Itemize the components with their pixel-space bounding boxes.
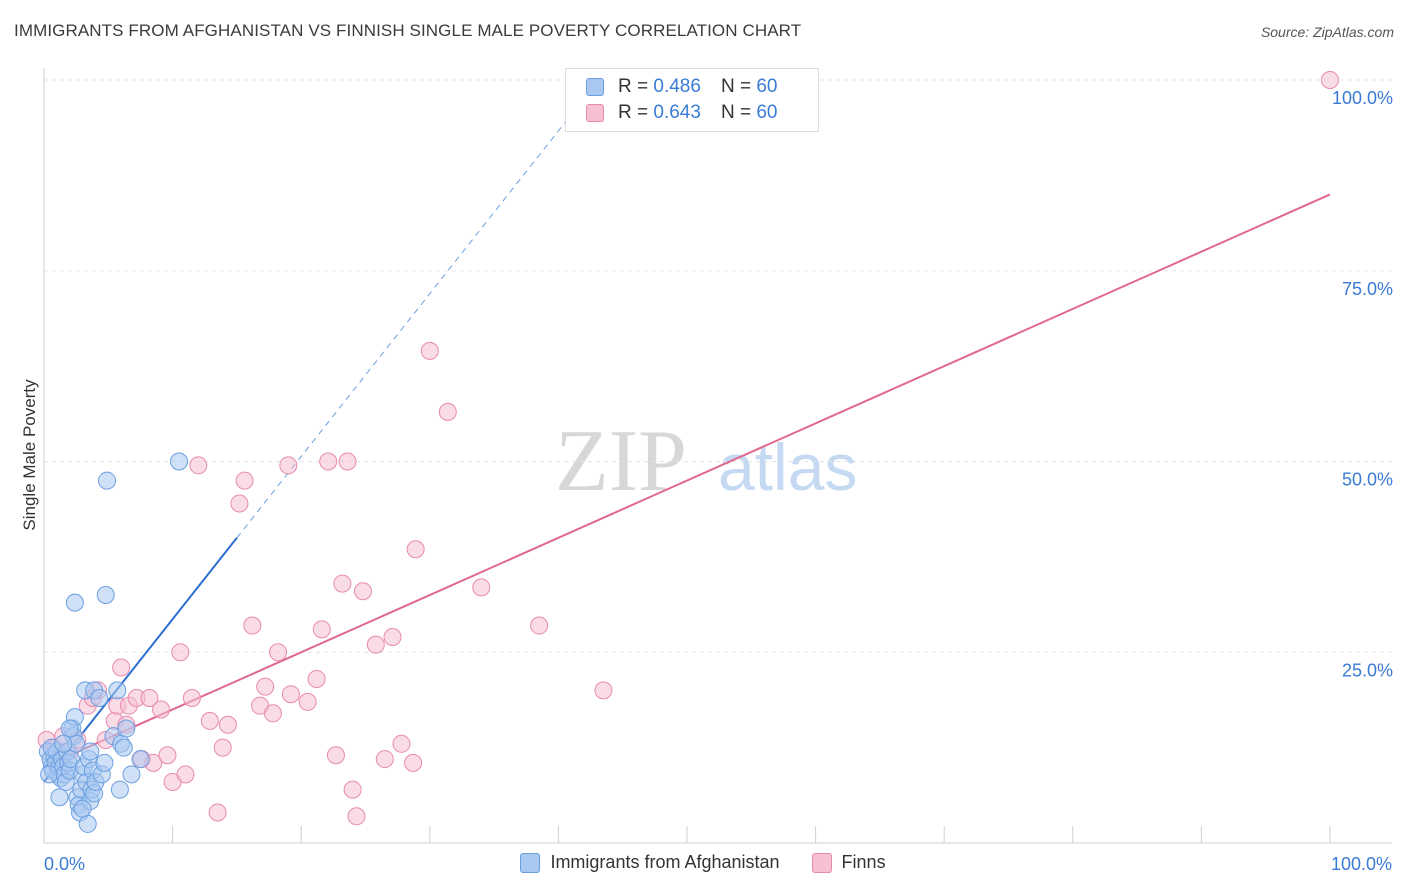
point-finns [235,471,254,490]
point-finns [208,803,227,822]
point-finns [263,704,282,723]
y-tick-label: 75.0% [1342,279,1393,299]
point-afghanistan [95,753,114,772]
point-finns [158,746,177,765]
legend-item-finns: Finns [811,852,886,873]
legend-r-value: 0.643 [653,102,701,123]
trendline-finns [43,193,1331,768]
legend-r-label: R = [618,76,649,97]
point-finns [171,643,190,662]
legend-label-finns: Finns [841,852,886,872]
point-afghanistan [65,593,84,612]
point-finns [312,620,331,639]
point-finns [189,456,208,475]
point-finns [326,746,345,765]
axis-labels: 25.0% 50.0% 75.0% 100.0% 0.0% 100.0% Single Ma… [20,88,1393,874]
legend-r-value: 0.486 [653,76,701,97]
point-afghanistan [170,452,189,471]
point-finns [338,452,357,471]
point-finns [347,807,366,826]
point-finns [243,616,262,635]
legend-n-value: 60 [756,76,778,97]
legend-n-label: N = [720,76,752,97]
point-finns [1321,71,1339,89]
point-finns [218,715,237,734]
point-finns [298,692,317,711]
axes [43,68,1392,844]
point-finns [375,750,394,769]
chart-title: IMMIGRANTS FROM AFGHANISTAN VS FINNISH S… [14,21,802,40]
point-finns [152,700,171,719]
y-tick-label: 25.0% [1342,660,1393,680]
point-finns [383,627,402,646]
data-points [37,71,1339,833]
gridlines [44,79,1392,653]
point-afghanistan [131,750,150,769]
legend-swatch-finns [811,852,832,873]
legend-swatch-finns [586,104,604,122]
x-tick-label: 0.0% [44,854,85,874]
watermark: ZIP atlas [555,413,857,510]
point-finns [279,456,298,475]
point-afghanistan [108,681,127,700]
y-tick-label: 50.0% [1342,470,1393,490]
point-afghanistan [114,738,133,757]
x-tick-label: 100.0% [1331,854,1392,874]
trendlines [43,98,1331,783]
legend-swatch-afghanistan [520,852,541,873]
point-finns [594,681,613,700]
point-finns [404,753,423,772]
legend-row-finns: R = 0.643 N = 60 [586,101,777,125]
source-label: Source: ZipAtlas.com [1260,24,1394,40]
series-legend: Immigrants from Afghanistan Finns [0,852,1406,873]
point-finns [112,658,131,677]
point-finns [269,643,288,662]
point-finns [438,402,457,421]
point-afghanistan [96,586,115,605]
point-finns [200,711,219,730]
point-afghanistan [117,719,136,738]
point-finns [343,780,362,799]
point-finns [213,738,232,757]
point-finns [406,540,425,559]
legend-row-afghanistan: R = 0.486 N = 60 [586,75,777,99]
point-afghanistan [54,734,73,753]
point-finns [530,616,549,635]
point-finns [333,574,352,593]
point-afghanistan [60,719,79,738]
point-finns [366,635,385,654]
point-finns [140,689,159,708]
legend-label-afghanistan: Immigrants from Afghanistan [550,852,780,872]
correlation-legend: R = 0.486 N = 60 R = 0.643 N = 60 [565,68,819,132]
point-finns [230,494,249,513]
point-finns [420,341,439,360]
point-afghanistan [90,689,109,708]
point-afghanistan [98,471,117,490]
point-afghanistan [78,814,97,833]
point-afghanistan [50,788,69,807]
point-afghanistan [81,742,100,761]
y-axis-label: Single Male Poverty [20,379,39,531]
watermark-atlas: atlas [718,430,857,504]
point-afghanistan [73,799,92,818]
point-finns [281,685,300,704]
point-afghanistan [122,765,141,784]
legend-item-afghanistan: Immigrants from Afghanistan [520,852,780,873]
point-afghanistan [110,780,129,799]
point-finns [307,669,326,688]
point-finns [176,765,195,784]
point-finns [472,578,491,597]
legend-n-value: 60 [756,102,778,123]
legend-r-label: R = [618,102,649,123]
point-finns [392,734,411,753]
point-finns [353,582,372,601]
point-finns [256,677,275,696]
legend-n-label: N = [720,102,752,123]
legend-swatch-afghanistan [586,78,604,96]
point-finns [182,689,201,708]
point-finns [319,452,338,471]
y-tick-label: 100.0% [1332,88,1393,108]
